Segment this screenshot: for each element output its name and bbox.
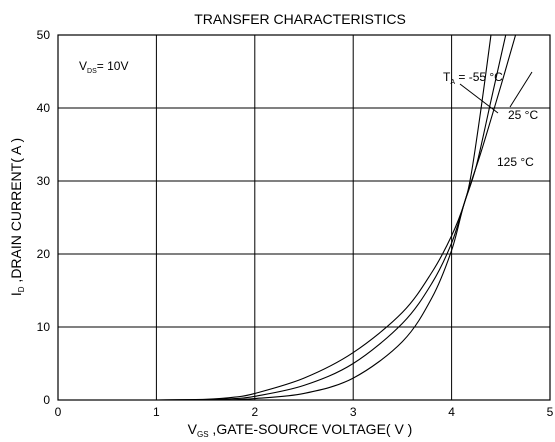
x-tick-label: 3 [350, 405, 357, 419]
series-label-neg55: TA = -55 °C [443, 70, 503, 86]
x-tick-label: 4 [448, 405, 455, 419]
series-curve-25 [156, 34, 507, 401]
series-curve-125 [156, 34, 517, 401]
x-tick-label: 0 [55, 405, 62, 419]
x-tick-label: 1 [153, 405, 160, 419]
leader-line-25 [509, 71, 533, 108]
y-axis-label: ID ,DRAIN CURRENT( A ) [8, 138, 26, 296]
y-tick-label: 10 [37, 320, 51, 334]
grid-lines [58, 35, 550, 400]
series-curve-neg55 [156, 34, 492, 401]
series-label-125: 125 °C [497, 155, 534, 169]
x-tick-label: 2 [251, 405, 258, 419]
x-tick-label: 5 [547, 405, 554, 419]
y-tick-label: 20 [37, 247, 51, 261]
x-tick-labels: 0 1 2 3 4 5 [55, 405, 554, 419]
leader-line-neg55 [459, 83, 499, 114]
y-tick-label: 30 [37, 174, 51, 188]
y-tick-label: 0 [43, 393, 50, 407]
y-tick-label: 50 [37, 28, 51, 42]
x-axis-label: VGS ,GATE-SOURCE VOLTAGE( V ) [188, 421, 413, 439]
plot-frame [57, 34, 551, 401]
y-tick-label: 40 [37, 101, 51, 115]
chart-title: TRANSFER CHARACTERISTICS [194, 11, 406, 27]
y-tick-labels: 0 10 20 30 40 50 [37, 28, 51, 407]
series-label-25: 25 °C [508, 108, 538, 122]
vds-annotation: VDS= 10V [79, 59, 128, 75]
series-curves [156, 34, 517, 401]
